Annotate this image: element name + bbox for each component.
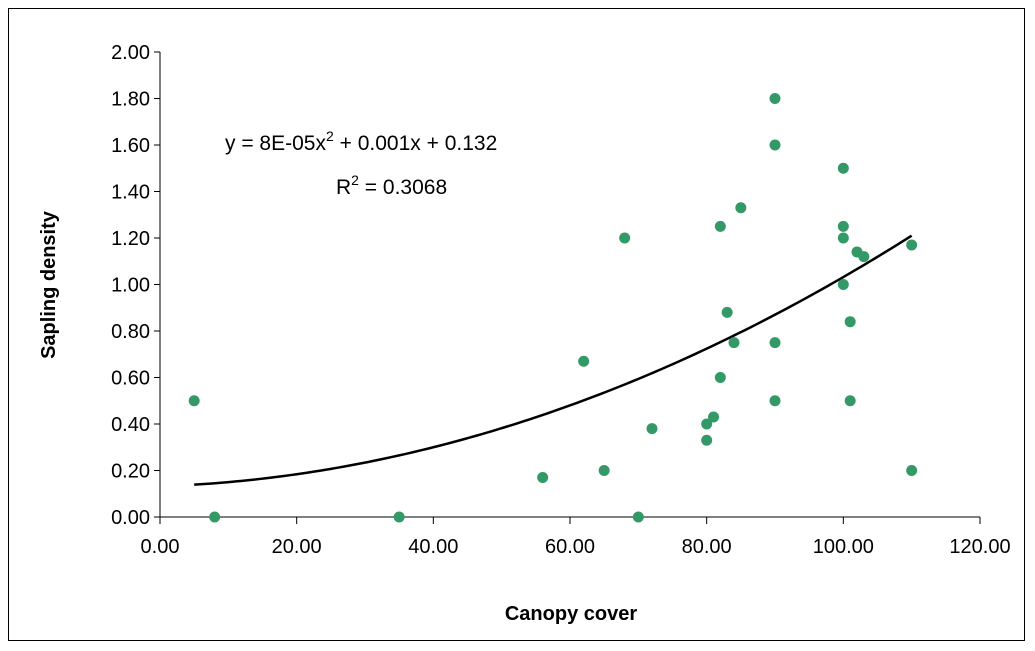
- data-point: [858, 251, 870, 263]
- y-axis-title: Sapling density: [38, 210, 60, 359]
- data-point: [906, 239, 918, 251]
- data-point: [598, 465, 610, 476]
- y-tick-label: 1.80: [111, 89, 150, 111]
- r2-prefix: R: [336, 176, 351, 199]
- r-squared-label: R2 = 0.3068: [336, 172, 447, 199]
- equation-exponent: 2: [326, 128, 334, 144]
- y-tick-label: 0.60: [111, 368, 150, 390]
- data-point: [728, 337, 740, 349]
- x-tick-label: 120.00: [949, 536, 1010, 558]
- data-points: [188, 93, 918, 523]
- x-tick-label: 20.00: [272, 536, 322, 558]
- data-point: [769, 139, 781, 151]
- data-point: [632, 511, 644, 523]
- data-point: [844, 395, 856, 407]
- x-tick-label: 0.00: [141, 536, 180, 558]
- data-point: [906, 465, 918, 476]
- data-point: [393, 511, 405, 523]
- equation-prefix: y = 8E-05x: [225, 132, 326, 155]
- data-point: [188, 395, 200, 407]
- data-point: [646, 423, 658, 435]
- y-tick-label: 0.00: [111, 507, 150, 529]
- data-point: [837, 220, 849, 232]
- trendline: [194, 234, 913, 486]
- tick-labels: 0.00 0.20 0.40 0.60 0.80 1.00 1.20 1.40 1.60 1.80…: [111, 42, 1011, 558]
- data-point: [714, 220, 726, 232]
- y-tick-label: 0.20: [111, 461, 150, 483]
- x-axis-title: Canopy cover: [505, 603, 637, 625]
- data-point: [844, 316, 856, 328]
- trendline-equation: y = 8E-05x2 + 0.001x + 0.132: [225, 128, 497, 155]
- equation-suffix: + 0.001x + 0.132: [334, 132, 497, 155]
- data-point: [837, 279, 849, 290]
- y-tick-label: 0.80: [111, 321, 150, 343]
- data-point: [209, 511, 221, 523]
- chart-frame: [8, 8, 1025, 641]
- data-point: [735, 202, 747, 214]
- axes: [154, 51, 981, 524]
- data-point: [714, 372, 726, 383]
- data-point: [708, 411, 719, 423]
- data-point: [578, 355, 590, 367]
- y-tick-label: 1.40: [111, 182, 150, 204]
- x-tick-label: 80.00: [682, 536, 732, 558]
- data-point: [769, 395, 781, 407]
- y-tick-label: 0.40: [111, 414, 150, 436]
- data-point: [721, 306, 733, 318]
- y-tick-label: 1.20: [111, 228, 150, 250]
- r2-exponent: 2: [351, 172, 359, 188]
- x-tick-label: 60.00: [545, 536, 595, 558]
- x-tick-label: 100.00: [813, 536, 874, 558]
- y-tick-label: 1.00: [111, 275, 150, 297]
- data-point: [619, 232, 631, 244]
- data-point: [769, 93, 781, 104]
- trendline-group: [194, 234, 913, 486]
- data-point: [537, 471, 549, 483]
- r2-suffix: = 0.3068: [359, 176, 447, 199]
- x-tick-label: 40.00: [408, 536, 458, 558]
- data-point: [769, 337, 781, 349]
- y-tick-label: 1.60: [111, 135, 150, 157]
- y-tick-label: 2.00: [111, 42, 150, 64]
- data-point: [701, 434, 713, 446]
- data-point: [837, 232, 849, 244]
- data-point: [701, 418, 713, 430]
- data-point: [837, 162, 849, 174]
